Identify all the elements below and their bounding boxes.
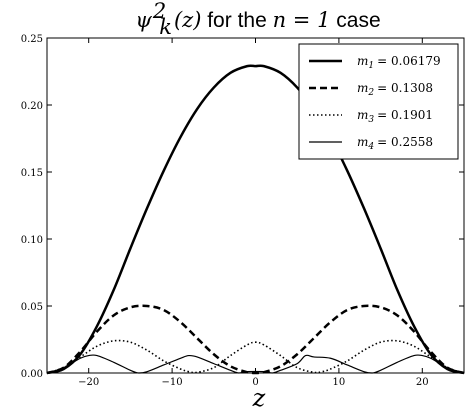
- legend-box: [298, 43, 459, 160]
- series-line-m2: [46, 304, 465, 375]
- legend: m1 = 0.06179 m2 = 0.1308 m3 = 0.1901 m4 = 0.255…: [298, 43, 459, 160]
- title-sup: 2: [152, 0, 166, 23]
- x-tick-label: 20: [416, 377, 429, 388]
- series-line-m4: [46, 354, 465, 374]
- x-axis-label: z: [252, 384, 266, 412]
- title-n: n = 1: [273, 8, 331, 32]
- axis-ticks: −20 −10 0 10 20 0.00 0.05 0.10 0.15 0.20 0.25: [21, 34, 464, 388]
- legend-label-m4: m4 = 0.2558: [357, 135, 433, 152]
- title-arg: (z): [174, 8, 201, 32]
- x-tick-label: 0: [252, 377, 258, 388]
- title-text: for the: [201, 9, 272, 32]
- y-tick-label: 0.10: [21, 235, 43, 246]
- x-tick-label: −10: [162, 377, 183, 388]
- y-tick-label: 0.25: [21, 34, 43, 45]
- legend-label-m2: m2 = 0.1308: [357, 81, 433, 98]
- title-sub: k: [159, 15, 172, 39]
- series-lines: [46, 64, 465, 375]
- y-tick-label: 0.20: [21, 101, 43, 112]
- y-tick-label: 0.15: [21, 168, 43, 179]
- title-psi: ψ: [135, 8, 152, 32]
- y-tick-label: 0.00: [21, 369, 43, 380]
- legend-label-m1: m1 = 0.06179: [357, 54, 441, 71]
- title-tail: case: [330, 9, 380, 32]
- x-tick-label: 10: [333, 377, 346, 388]
- x-tick-label: −20: [78, 377, 99, 388]
- chart-title: ψ2 k(z) for the n = 1 case: [135, 0, 380, 39]
- y-tick-label: 0.05: [21, 302, 43, 313]
- series-line-m3: [46, 339, 465, 374]
- series-line-m1: [46, 64, 465, 375]
- legend-label-m3: m3 = 0.1901: [357, 108, 433, 125]
